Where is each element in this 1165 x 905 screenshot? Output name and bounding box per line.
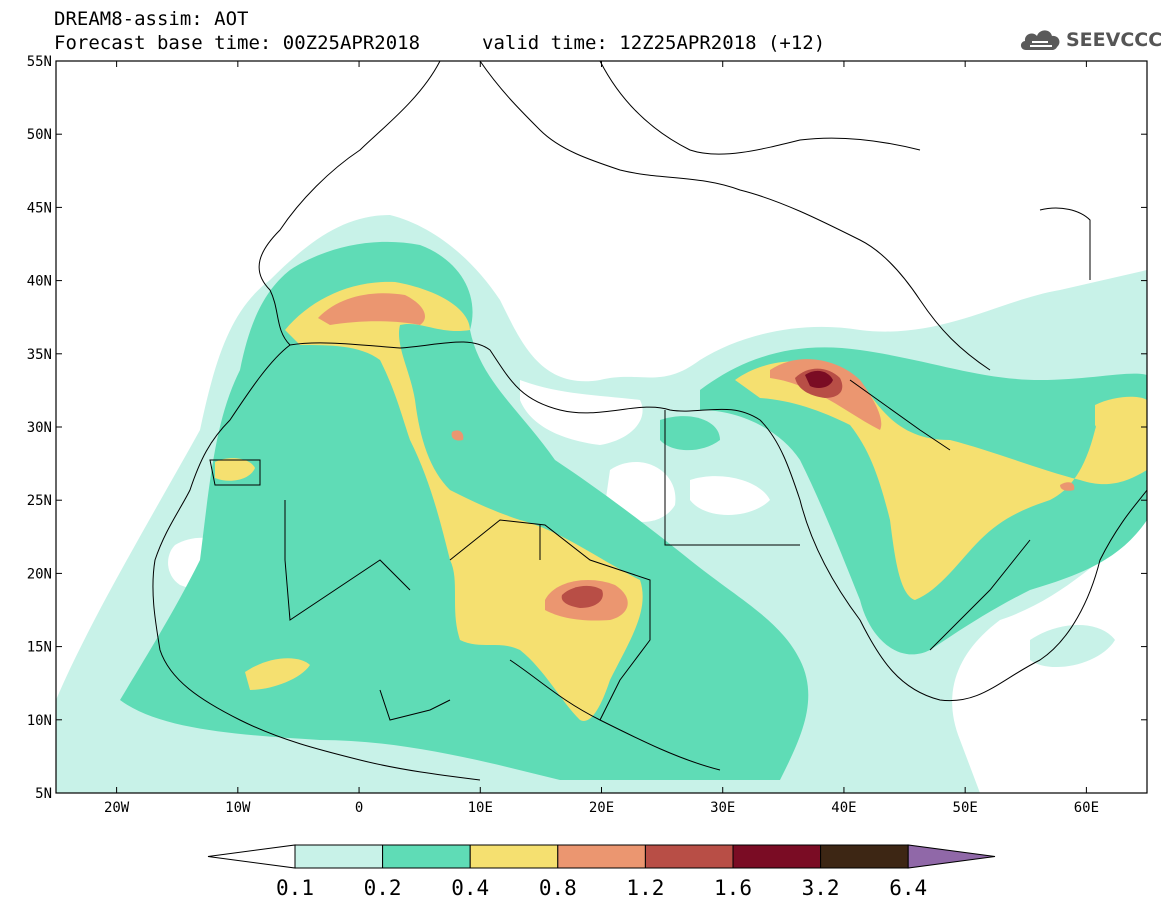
colorbar-label: 6.4 (889, 876, 927, 900)
colorbar-swatch (557, 844, 646, 869)
colorbar-swatch (469, 844, 559, 869)
lon-label: 30E (710, 800, 735, 816)
colorbar-swatch (382, 844, 471, 869)
lat-label: 50N (27, 127, 52, 143)
colorbar-label: 3.2 (802, 876, 840, 900)
colorbar-swatch (644, 844, 734, 869)
colorbar-label: 0.1 (276, 876, 314, 900)
lon-label: 60E (1074, 800, 1099, 816)
lon-label: 10W (225, 800, 251, 816)
lon-label: 40E (831, 800, 856, 816)
colorbar-swatch (820, 844, 909, 869)
cloud-logo-icon (1020, 30, 1060, 50)
colorbar-label: 1.6 (714, 876, 752, 900)
lat-label: 15N (27, 640, 52, 656)
lon-label: 10E (468, 800, 493, 816)
colorbar-label: 1.2 (626, 876, 664, 900)
lat-label: 55N (27, 54, 52, 70)
colorbar-swatch (732, 844, 822, 869)
lon-label: 20W (104, 800, 130, 816)
lat-label: 25N (27, 493, 52, 509)
colorbar-swatch (294, 844, 384, 869)
lat-label: 5N (35, 786, 52, 802)
lat-label: 20N (27, 566, 52, 582)
lon-label: 20E (589, 800, 614, 816)
colorbar-left-arrow (207, 844, 296, 869)
aot-shading (56, 61, 1147, 793)
colorbar-label: 0.2 (364, 876, 402, 900)
model-title: DREAM8-assim: AOT (54, 8, 249, 30)
base-time: Forecast base time: 00Z25APR2018 (54, 32, 421, 54)
seevccc-logo: SEEVCCC (1018, 24, 1162, 56)
valid-time: valid time: 12Z25APR2018 (+12) (482, 32, 826, 54)
lat-label: 35N (27, 347, 52, 363)
lat-label: 45N (27, 200, 52, 216)
colorbar: 0.1 0.2 0.4 0.8 1.2 1.6 3.2 6.4 (207, 844, 996, 900)
lat-label: 10N (27, 713, 52, 729)
colorbar-label: 0.8 (539, 876, 577, 900)
lon-label: 0 (355, 800, 363, 816)
lat-label: 40N (27, 274, 52, 290)
logo-text: SEEVCCC (1066, 29, 1163, 51)
lat-label: 30N (27, 420, 52, 436)
colorbar-label: 0.4 (451, 876, 489, 900)
colorbar-right-arrow (907, 844, 996, 869)
lon-label: 50E (953, 800, 978, 816)
